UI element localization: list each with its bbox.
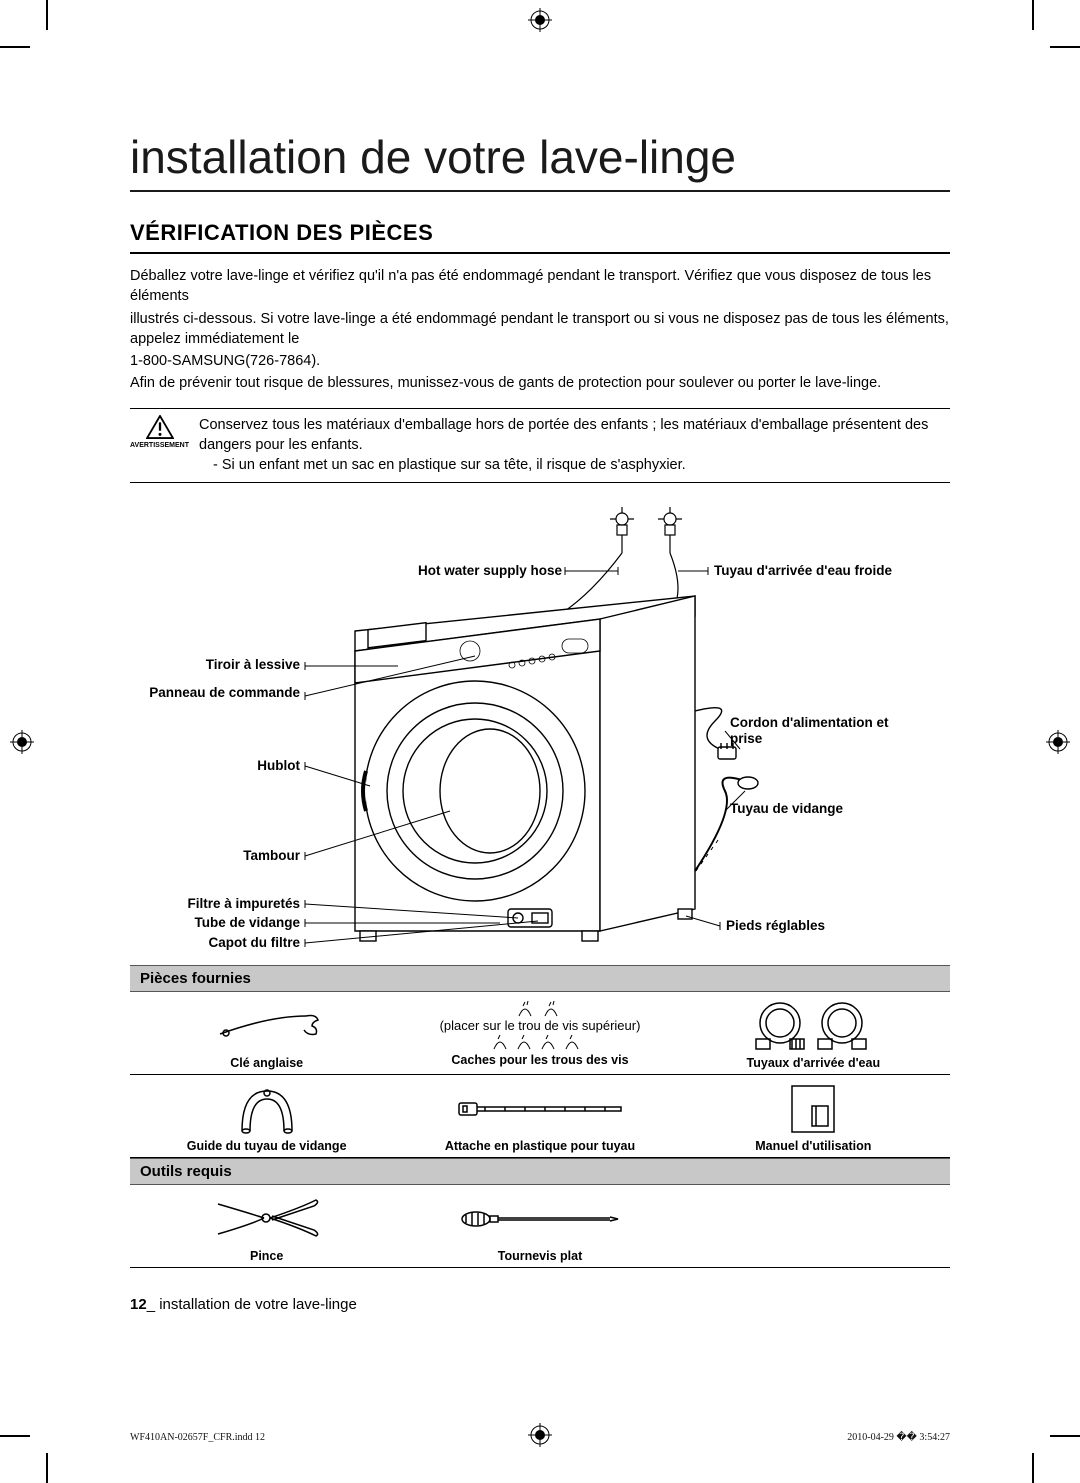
label-cold-hose: Tuyau d'arrivée d'eau froide	[714, 563, 894, 579]
washer-diagram: Tiroir à lessive Panneau de commande Hub…	[130, 491, 950, 961]
table-row: Pince Tournevis plat	[130, 1185, 950, 1267]
print-file: WF410AN-02657F_CFR.indd 12	[130, 1432, 265, 1443]
registration-mark-icon	[10, 730, 34, 754]
cap-tie: Attache en plastique pour tuyau	[407, 1139, 672, 1153]
crop-mark	[0, 1435, 30, 1437]
crop-mark	[1032, 0, 1034, 30]
cap-pliers: Pince	[134, 1249, 399, 1263]
print-footer: WF410AN-02657F_CFR.indd 12 2010-04-29 ��…	[130, 1432, 950, 1443]
cap-manual: Manuel d'utilisation	[681, 1139, 946, 1153]
label-tube-vidange: Tube de vidange	[130, 915, 300, 931]
warning-icon: AVERTISSEMENT	[130, 415, 189, 476]
main-title: installation de votre lave-linge	[130, 130, 950, 192]
page-footer: 12_ installation de votre lave-linge	[130, 1296, 357, 1313]
intro-p1: Déballez votre lave-linge et vérifiez qu…	[130, 266, 950, 307]
label-hublot: Hublot	[130, 758, 300, 774]
section-title: VÉRIFICATION DES PIÈCES	[130, 220, 950, 254]
label-pieds: Pieds réglables	[726, 918, 886, 934]
label-cordon: Cordon d'alimentation et prise	[730, 715, 890, 747]
warning-block: AVERTISSEMENT Conservez tous les matéria…	[130, 408, 950, 483]
cap-hose-guide: Guide du tuyau de vidange	[134, 1139, 399, 1153]
page-number: 12	[130, 1296, 147, 1313]
registration-mark-icon	[528, 8, 552, 32]
warning-line1: Conservez tous les matériaux d'emballage…	[199, 415, 950, 456]
parts-table: Pièces fournies Clé anglaise (placer sur…	[130, 965, 950, 1268]
intro-p2: illustrés ci-dessous. Si votre lave-ling…	[130, 309, 950, 350]
hose-guide-icon	[134, 1081, 399, 1137]
intro-text: Déballez votre lave-linge et vérifiez qu…	[130, 266, 950, 394]
parts-header-supplied: Pièces fournies	[130, 965, 950, 992]
registration-mark-icon	[1046, 730, 1070, 754]
cap-boltcaps: Caches pour les trous des vis	[407, 1053, 672, 1067]
label-filtre: Filtre à impuretés	[130, 896, 300, 912]
label-tiroir: Tiroir à lessive	[130, 657, 300, 673]
warning-label: AVERTISSEMENT	[130, 442, 189, 449]
cap-screwdriver: Tournevis plat	[407, 1249, 672, 1263]
pliers-icon	[134, 1191, 399, 1247]
screwdriver-icon	[407, 1191, 672, 1247]
crop-mark	[46, 0, 48, 30]
manual-icon	[681, 1081, 946, 1137]
footer-text: installation de votre lave-linge	[159, 1296, 357, 1313]
crop-mark	[1032, 1453, 1034, 1483]
page-content: installation de votre lave-linge VÉRIFIC…	[130, 130, 950, 1268]
crop-mark	[1050, 46, 1080, 48]
wrench-icon	[134, 998, 399, 1054]
crop-mark	[0, 46, 30, 48]
caps-hint: (placer sur le trou de vis supérieur)	[440, 1018, 641, 1033]
table-row: Guide du tuyau de vidange Attache en pla…	[130, 1075, 950, 1158]
label-tambour: Tambour	[130, 848, 300, 864]
intro-p3: 1-800-SAMSUNG(726-7864).	[130, 351, 950, 371]
cable-tie-icon	[407, 1081, 672, 1137]
water-hoses-icon	[681, 998, 946, 1054]
cap-wrench: Clé anglaise	[134, 1056, 399, 1070]
label-hot-hose: Hot water supply hose	[390, 563, 562, 579]
cap-hoses: Tuyaux d'arrivée d'eau	[681, 1056, 946, 1070]
parts-header-tools: Outils requis	[130, 1158, 950, 1185]
bolt-caps-icon: (placer sur le trou de vis supérieur)	[407, 998, 672, 1051]
crop-mark	[46, 1453, 48, 1483]
label-tuyau-vidange: Tuyau de vidange	[730, 801, 890, 817]
intro-p4: Afin de prévenir tout risque de blessure…	[130, 373, 950, 393]
label-capot: Capot du filtre	[130, 935, 300, 951]
warning-line2: - Si un enfant met un sac en plastique s…	[213, 455, 950, 475]
print-timestamp: 2010-04-29 �� 3:54:27	[847, 1432, 950, 1443]
table-row: Clé anglaise (placer sur le trou de vis …	[130, 992, 950, 1075]
label-panneau: Panneau de commande	[130, 685, 300, 701]
crop-mark	[1050, 1435, 1080, 1437]
